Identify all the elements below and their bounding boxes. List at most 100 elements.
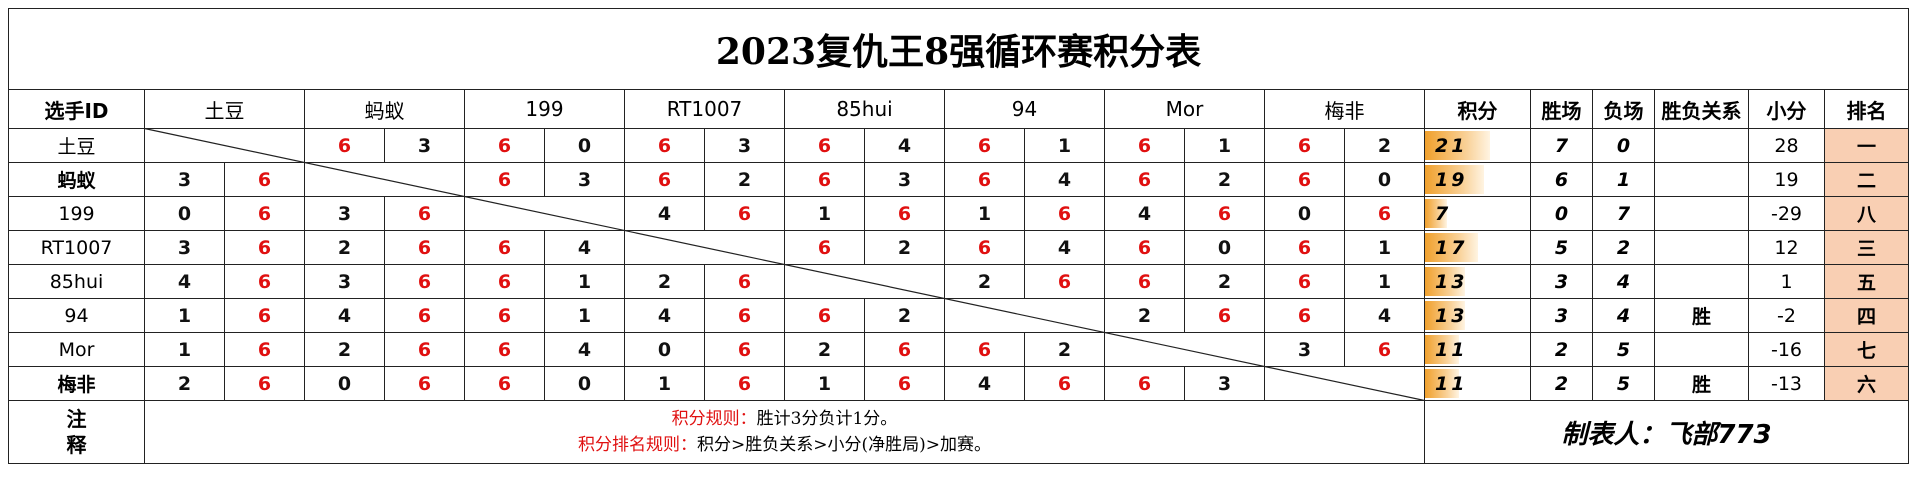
score-opponent: 6 xyxy=(1024,264,1105,299)
rank-cell: 七 xyxy=(1824,332,1909,367)
wins-cell: 7 xyxy=(1530,128,1593,163)
header-player-4: 85hui xyxy=(784,89,945,129)
score-own: 6 xyxy=(1264,264,1345,299)
score-opponent: 6 xyxy=(224,230,305,265)
header-wins: 胜场 xyxy=(1530,89,1593,129)
table-row: 85hui 4 6 3 6 6 1 2 6 2 6 6 2 6 1 13 3 4 1 五 xyxy=(8,264,1909,299)
score-own: 6 xyxy=(944,128,1025,163)
score-own: 6 xyxy=(1104,264,1185,299)
self-match-cell xyxy=(944,298,1105,333)
score-own: 1 xyxy=(624,366,705,401)
losses-cell: 5 xyxy=(1592,332,1655,367)
points-value: 13 xyxy=(1435,304,1468,327)
small-score-cell: -16 xyxy=(1748,332,1825,367)
points-value: 21 xyxy=(1435,134,1468,157)
score-opponent: 6 xyxy=(704,196,785,231)
row-player-name: 土豆 xyxy=(8,128,145,163)
losses-cell: 5 xyxy=(1592,366,1655,401)
self-match-cell xyxy=(1104,332,1265,367)
score-own: 6 xyxy=(464,264,545,299)
score-opponent: 6 xyxy=(384,366,465,401)
score-own: 4 xyxy=(624,298,705,333)
small-score-cell: -13 xyxy=(1748,366,1825,401)
score-own: 6 xyxy=(624,162,705,197)
header-player-5: 94 xyxy=(944,89,1105,129)
header-points: 积分 xyxy=(1424,89,1531,129)
score-opponent: 3 xyxy=(544,162,625,197)
score-opponent: 2 xyxy=(704,162,785,197)
score-opponent: 3 xyxy=(864,162,945,197)
score-opponent: 6 xyxy=(224,366,305,401)
score-own: 2 xyxy=(784,332,865,367)
score-opponent: 6 xyxy=(224,332,305,367)
header-relation: 胜负关系 xyxy=(1654,89,1749,129)
score-own: 3 xyxy=(1264,332,1345,367)
score-opponent: 4 xyxy=(1024,162,1105,197)
small-score-cell: 1 xyxy=(1748,264,1825,299)
header-rank: 排名 xyxy=(1824,89,1909,129)
score-own: 6 xyxy=(944,332,1025,367)
score-own: 6 xyxy=(1104,128,1185,163)
rank-cell: 一 xyxy=(1824,128,1909,163)
score-opponent: 6 xyxy=(864,196,945,231)
row-player-name: 85hui xyxy=(8,264,145,299)
points-cell: 7 xyxy=(1424,196,1531,231)
score-opponent: 4 xyxy=(1024,230,1105,265)
score-opponent: 2 xyxy=(1184,264,1265,299)
note-label-char-1: 注 xyxy=(66,407,87,431)
score-opponent: 2 xyxy=(1344,128,1425,163)
score-own: 0 xyxy=(624,332,705,367)
header-player-6: Mor xyxy=(1104,89,1265,129)
score-own: 6 xyxy=(1104,366,1185,401)
header-player-2: 199 xyxy=(464,89,625,129)
score-own: 6 xyxy=(784,128,865,163)
row-player-name: 蚂蚁 xyxy=(8,162,145,197)
score-opponent: 4 xyxy=(544,332,625,367)
wins-cell: 2 xyxy=(1530,366,1593,401)
score-opponent: 0 xyxy=(544,366,625,401)
score-opponent: 6 xyxy=(384,230,465,265)
score-own: 0 xyxy=(1264,196,1345,231)
points-bar xyxy=(1425,301,1466,330)
small-score-cell: 28 xyxy=(1748,128,1825,163)
losses-cell: 1 xyxy=(1592,162,1655,197)
score-own: 6 xyxy=(1104,162,1185,197)
score-opponent: 6 xyxy=(384,298,465,333)
score-own: 1 xyxy=(784,366,865,401)
score-opponent: 6 xyxy=(224,298,305,333)
score-own: 6 xyxy=(1264,128,1345,163)
score-own: 6 xyxy=(1264,298,1345,333)
rules-text: 积分规则：胜计3分负计1分。 积分排名规则：积分>胜负关系>小分(净胜局)>加赛… xyxy=(144,400,1425,464)
wins-cell: 3 xyxy=(1530,264,1593,299)
points-cell: 17 xyxy=(1424,230,1531,265)
score-opponent: 0 xyxy=(1184,230,1265,265)
score-opponent: 1 xyxy=(544,298,625,333)
credit: 制表人：飞部773 xyxy=(1424,400,1909,464)
score-own: 1 xyxy=(144,332,225,367)
score-opponent: 6 xyxy=(864,366,945,401)
score-opponent: 6 xyxy=(1344,196,1425,231)
points-bar xyxy=(1425,267,1466,296)
score-opponent: 6 xyxy=(864,332,945,367)
small-score-cell: -29 xyxy=(1748,196,1825,231)
self-match-cell xyxy=(624,230,785,265)
score-opponent: 6 xyxy=(384,264,465,299)
score-opponent: 0 xyxy=(1344,162,1425,197)
points-bar xyxy=(1425,131,1491,160)
points-bar xyxy=(1425,369,1460,398)
table-row: 土豆 6 3 6 0 6 3 6 4 6 1 6 1 6 2 21 7 0 28 一 xyxy=(8,128,1909,163)
score-own: 0 xyxy=(304,366,385,401)
rank-cell: 四 xyxy=(1824,298,1909,333)
score-own: 6 xyxy=(944,162,1025,197)
losses-cell: 0 xyxy=(1592,128,1655,163)
score-own: 4 xyxy=(304,298,385,333)
score-opponent: 6 xyxy=(704,264,785,299)
note-label-char-2: 释 xyxy=(66,433,87,457)
score-opponent: 6 xyxy=(1344,332,1425,367)
score-own: 6 xyxy=(1104,230,1185,265)
score-own: 6 xyxy=(624,128,705,163)
rules-2-text: 积分>胜负关系>小分(净胜局)>加赛。 xyxy=(697,435,991,455)
rules-1-text: 胜计3分负计1分。 xyxy=(756,409,898,429)
score-own: 1 xyxy=(144,298,225,333)
